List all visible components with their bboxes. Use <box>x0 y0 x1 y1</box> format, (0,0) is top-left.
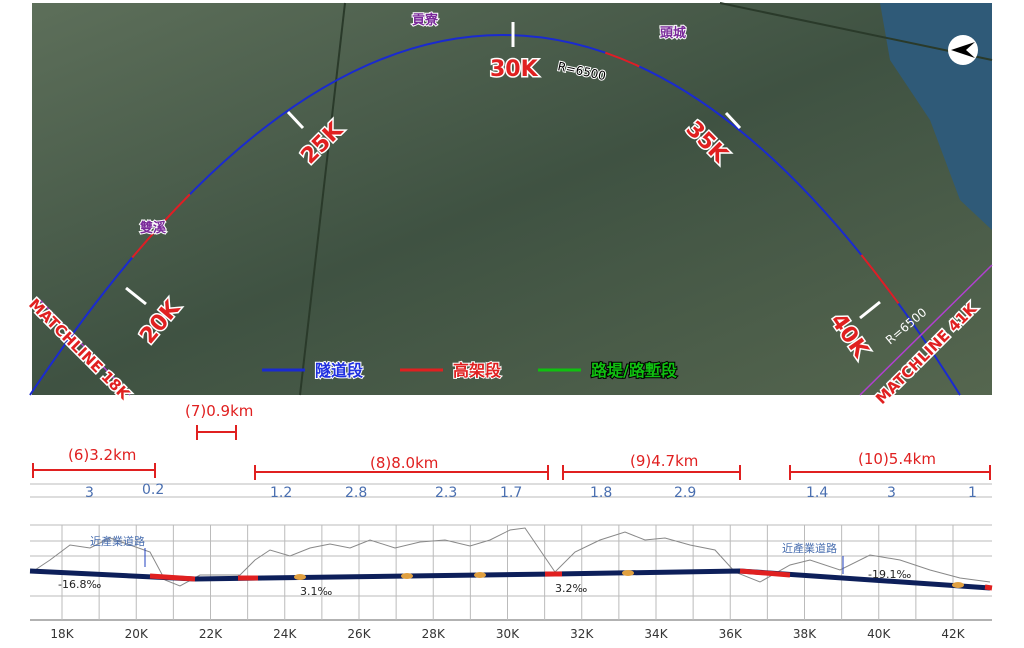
axis-label: 20K <box>125 627 149 641</box>
segment-part: 1.4 <box>806 485 828 501</box>
grade-label: 3.1‰ <box>300 585 332 598</box>
segment-label: (8)8.0km <box>370 454 438 472</box>
segment-arrows <box>32 425 991 480</box>
legend-label: 隧道段 <box>315 361 364 380</box>
viaduct-profile <box>149 568 993 591</box>
segment-part: 3 <box>887 485 896 501</box>
segment-part: 0.2 <box>142 482 164 498</box>
segment-label: (7)0.9km <box>185 402 253 420</box>
segment-label: (6)3.2km <box>68 446 136 464</box>
viaduct <box>29 34 961 396</box>
north-arrow <box>951 42 975 58</box>
map: 貢寮 頭城 雙溪 20K 25K 30K 35K 40K R=6500 R=65… <box>24 2 993 409</box>
segment-part: 1 <box>968 485 977 501</box>
matchline-grid <box>719 2 993 61</box>
segment-part: 3 <box>85 485 94 501</box>
station-ticks <box>125 22 881 320</box>
segment-part: 2.3 <box>435 485 457 501</box>
legend: 隧道段 高架段 路堤/路塹段 <box>262 360 679 381</box>
segment-part: 1.8 <box>590 485 612 501</box>
road-label: 近產業道路 <box>90 534 145 548</box>
matchline <box>859 264 993 396</box>
segment-label: (10)5.4km <box>858 450 936 468</box>
axis-label: 30K <box>496 627 520 641</box>
axis-label: 22K <box>199 627 223 641</box>
terrain-profile <box>31 527 991 587</box>
axis-label: 36K <box>719 627 743 641</box>
stations-profile <box>294 570 964 588</box>
place-label: 雙溪 <box>140 220 167 236</box>
segment-part: 1.2 <box>270 485 292 501</box>
axis-label: 34K <box>644 627 668 641</box>
axis-label: 40K <box>867 627 891 641</box>
segment-part: 1.7 <box>500 485 522 501</box>
grade-label: -19.1‰ <box>868 568 911 581</box>
x-axis: 18K 20K 22K 24K 26K 28K 30K 32K 34K 36K 38K 40K 42K <box>50 627 965 641</box>
road-label: 近產業道路 <box>782 541 837 555</box>
matchline <box>39 299 131 396</box>
axis-label: 26K <box>347 627 371 641</box>
axis-label: 38K <box>793 627 817 641</box>
satellite <box>32 3 992 395</box>
axis-label: 18K <box>50 627 74 641</box>
segment-label: (9)4.7km <box>630 452 698 470</box>
profile <box>30 483 992 621</box>
matchline-grid <box>299 2 346 396</box>
segment-part: 2.9 <box>674 485 696 501</box>
grade-label: -16.8‰ <box>58 578 101 591</box>
place-label: 貢寮 <box>412 12 439 28</box>
axis-label: 24K <box>273 627 297 641</box>
segment-part: 2.8 <box>345 485 367 501</box>
axis-label: 42K <box>941 627 965 641</box>
station-label: 30K <box>490 57 539 82</box>
axis-label: 28K <box>422 627 446 641</box>
grade-label: 3.2‰ <box>555 582 587 595</box>
axis-label: 32K <box>570 627 594 641</box>
place-label: 頭城 <box>660 25 686 41</box>
legend-label: 高架段 <box>453 361 502 380</box>
legend-label: 路堤/路塹段 <box>591 361 678 380</box>
